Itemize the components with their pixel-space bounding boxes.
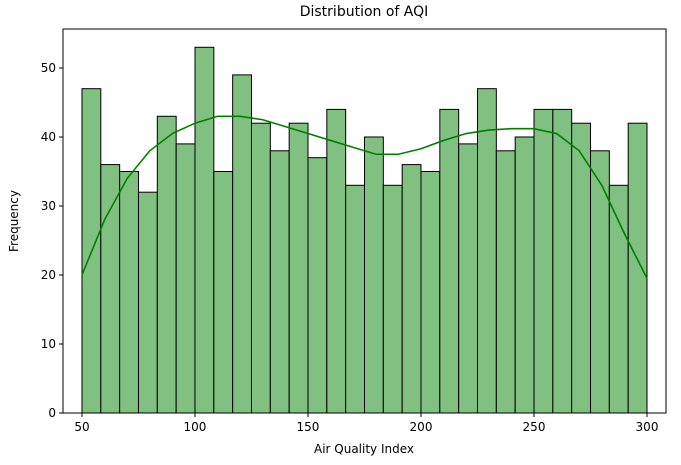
bar bbox=[269, 150, 290, 414]
y-tick-label: 40 bbox=[41, 130, 56, 144]
bar bbox=[137, 191, 158, 414]
y-tick-label: 20 bbox=[41, 268, 56, 282]
bar bbox=[571, 122, 592, 414]
bar bbox=[326, 108, 347, 414]
plot-frame bbox=[62, 28, 667, 414]
bar bbox=[477, 88, 497, 414]
bar bbox=[401, 164, 422, 414]
bar bbox=[232, 74, 252, 414]
x-tick-label: 250 bbox=[523, 420, 546, 434]
y-tick-label: 50 bbox=[41, 61, 56, 75]
x-tick-label: 100 bbox=[184, 420, 207, 434]
x-tick-label: 300 bbox=[636, 420, 659, 434]
bar bbox=[420, 170, 441, 414]
x-axis-label: Air Quality Index bbox=[314, 442, 414, 456]
chart-title: Distribution of AQI bbox=[300, 4, 429, 20]
bar bbox=[307, 157, 328, 414]
bar bbox=[608, 184, 629, 414]
bar bbox=[439, 108, 460, 414]
y-tick-label: 30 bbox=[41, 199, 56, 213]
bar bbox=[533, 108, 554, 414]
bar bbox=[213, 170, 234, 414]
bar bbox=[627, 122, 648, 414]
kde-line bbox=[81, 115, 648, 279]
bar bbox=[175, 143, 196, 414]
bar bbox=[288, 122, 309, 414]
bar bbox=[156, 115, 177, 414]
x-tick-label: 150 bbox=[297, 420, 320, 434]
bar bbox=[382, 184, 403, 414]
bar bbox=[514, 136, 535, 414]
bar bbox=[100, 164, 121, 414]
x-tick-label: 50 bbox=[74, 420, 89, 434]
bar bbox=[552, 108, 573, 414]
bar bbox=[119, 170, 139, 414]
bar bbox=[364, 136, 384, 414]
bar bbox=[590, 150, 610, 414]
bar bbox=[194, 46, 215, 414]
y-axis-label: Frequency bbox=[7, 190, 21, 252]
bar bbox=[495, 150, 516, 414]
bar bbox=[345, 184, 365, 414]
y-tick-label: 0 bbox=[48, 406, 56, 420]
x-tick-label: 200 bbox=[410, 420, 433, 434]
y-tick-label: 10 bbox=[41, 337, 56, 351]
bar bbox=[458, 143, 479, 414]
bar bbox=[250, 122, 271, 414]
